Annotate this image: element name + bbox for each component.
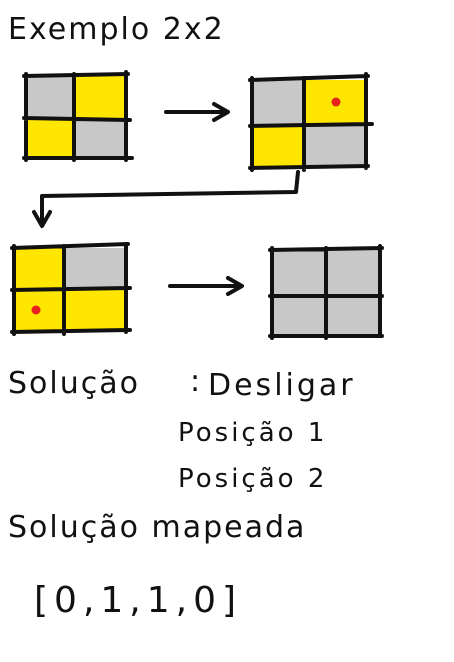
arrow-right-1 [164, 102, 230, 122]
grid-step-3 [10, 242, 132, 336]
grid-step-2-cell-3 [304, 126, 366, 168]
pressed-cell-marker-step-2 [331, 97, 341, 107]
grid-step-3-cell-1 [64, 248, 126, 290]
solution-colon: : [190, 364, 203, 399]
grid-step-3-cell-0 [14, 248, 64, 290]
grid-step-2-cell-0 [252, 80, 304, 126]
solution-action: Desligar [208, 368, 356, 403]
mapped-solution-label: Solução mapeada [8, 510, 307, 545]
arrow-right-2 [168, 276, 244, 296]
grid-step-1-cell-2 [26, 118, 74, 158]
grid-step-4-cell-0 [272, 250, 326, 296]
grid-step-1-cell-3 [74, 118, 126, 158]
grid-step-4-cell-1 [326, 250, 380, 296]
grid-step-4-cell-2 [272, 296, 326, 336]
mapped-solution-vector: [0,1,1,0] [34, 580, 243, 621]
pressed-cell-marker-step-3 [31, 305, 41, 315]
grid-step-1-cell-1 [74, 76, 126, 118]
grid-step-4 [268, 244, 384, 340]
grid-step-3-cell-3 [64, 290, 126, 332]
grid-step-2-cell-2 [252, 126, 304, 168]
arrow-down-connector [32, 170, 300, 228]
grid-step-1-cell-0 [26, 76, 74, 118]
solution-position-2: Posição 2 [178, 464, 328, 494]
solution-position-1: Posição 1 [178, 418, 328, 448]
grid-step-1 [22, 70, 134, 162]
example-title: Exemplo 2x2 [8, 12, 225, 47]
grid-step-2 [248, 72, 374, 172]
grid-step-4-cell-3 [326, 296, 380, 336]
solution-label: Solução [8, 366, 140, 401]
